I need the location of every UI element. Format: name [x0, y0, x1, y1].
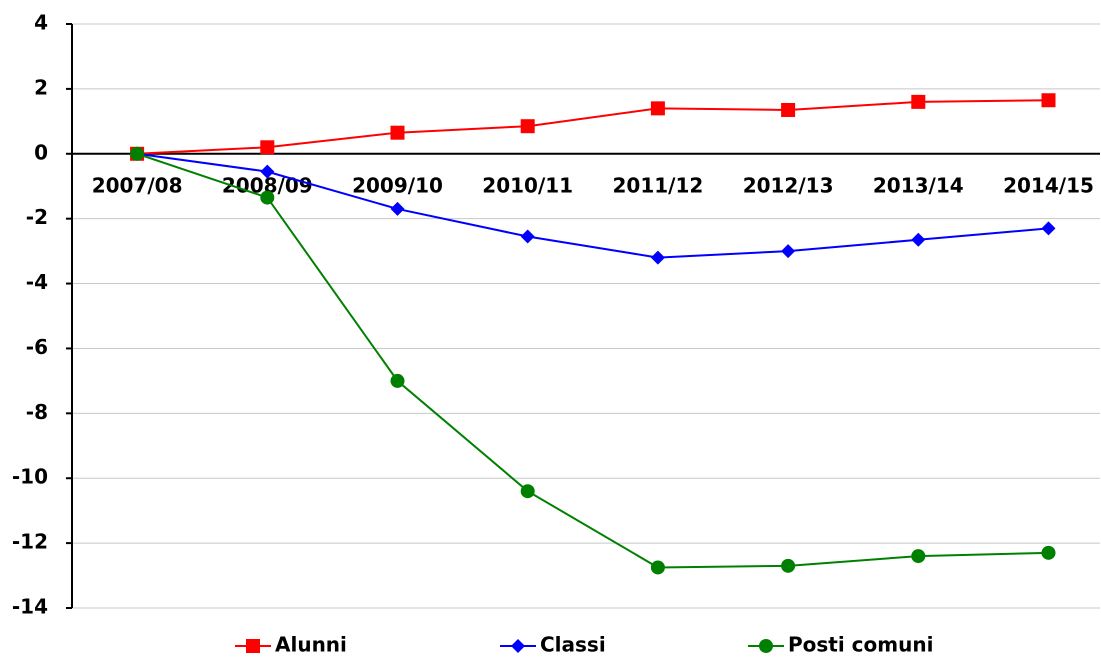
- y-tick-label: 2: [34, 75, 48, 99]
- marker: [511, 639, 525, 653]
- marker: [1041, 221, 1056, 236]
- marker: [390, 201, 405, 216]
- marker: [911, 549, 926, 564]
- marker: [130, 146, 145, 161]
- legend-label: Posti comuni: [788, 633, 933, 657]
- series-line: [136, 152, 1049, 569]
- marker: [520, 484, 535, 499]
- marker: [246, 639, 260, 653]
- marker: [781, 244, 796, 259]
- y-tick-label: 4: [34, 11, 48, 35]
- y-tick-label: -10: [12, 465, 48, 489]
- marker: [650, 560, 665, 575]
- marker: [1041, 93, 1056, 108]
- marker: [520, 229, 535, 244]
- marker: [911, 94, 926, 109]
- marker: [650, 250, 665, 265]
- legend-label: Classi: [540, 633, 606, 657]
- marker: [260, 164, 275, 179]
- marker: [759, 639, 773, 653]
- x-tick-label: 2012/13: [743, 173, 834, 197]
- marker: [390, 373, 405, 388]
- marker: [1041, 545, 1056, 560]
- y-tick-label: -12: [12, 530, 48, 554]
- y-tick-label: -8: [26, 400, 48, 424]
- marker: [390, 125, 405, 140]
- marker: [520, 119, 535, 134]
- x-tick-label: 2010/11: [482, 173, 573, 197]
- marker: [260, 140, 275, 155]
- y-tick-label: -14: [12, 595, 48, 619]
- y-tick-label: 0: [34, 140, 48, 164]
- x-tick-label: 2009/10: [352, 173, 443, 197]
- marker: [781, 102, 796, 117]
- x-tick-label: 2011/12: [612, 173, 703, 197]
- series-line: [137, 99, 1049, 155]
- x-tick-label: 2013/14: [873, 173, 964, 197]
- marker: [650, 101, 665, 116]
- y-tick-label: -4: [26, 270, 48, 294]
- series-line: [136, 152, 1049, 259]
- marker: [911, 232, 926, 247]
- marker: [260, 190, 275, 205]
- y-tick-label: -6: [26, 335, 48, 359]
- x-tick-label: 2007/08: [92, 173, 183, 197]
- y-tick-label: -2: [26, 205, 48, 229]
- legend-label: Alunni: [275, 633, 347, 657]
- marker: [781, 558, 796, 573]
- x-tick-label: 2014/15: [1003, 173, 1094, 197]
